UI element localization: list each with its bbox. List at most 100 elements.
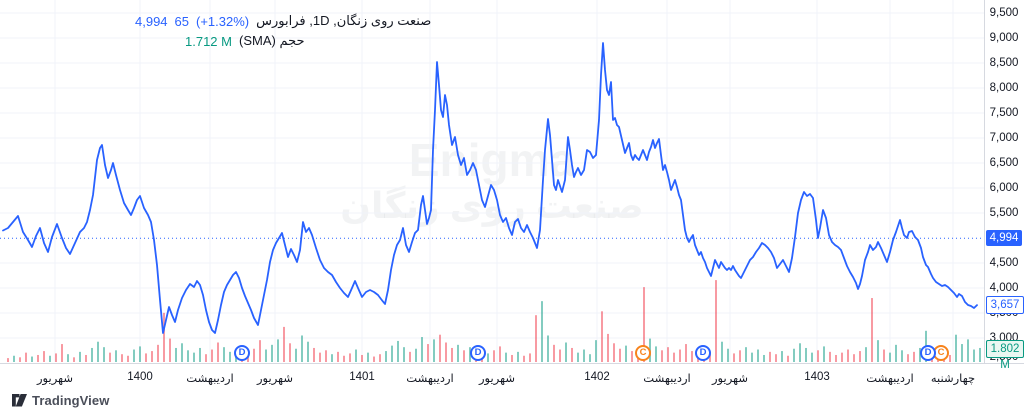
volume-bar <box>673 352 675 362</box>
volume-bar <box>751 352 753 362</box>
close-price-badge: 3,657 <box>986 296 1024 315</box>
volume-bar <box>829 351 831 362</box>
volume-bar <box>775 354 777 362</box>
time-axis[interactable]: شهریور 1400 اردیبهشت شهریور 1401 اردیبهشت شهری… <box>0 363 1024 419</box>
volume-badge: 1.802 M <box>986 340 1024 371</box>
volume-bar <box>139 346 141 362</box>
volume-bar <box>835 354 837 362</box>
volume-bar <box>55 353 57 362</box>
tradingview-logo-text: TradingView <box>32 393 110 408</box>
volume-bar <box>127 355 129 362</box>
price-change-value: 65 <box>174 13 190 29</box>
tradingview-logo[interactable]: TradingView <box>12 393 109 408</box>
volume-bar <box>145 353 147 362</box>
volume-bar <box>181 343 183 362</box>
volume-bar <box>517 351 519 362</box>
event-marker-C[interactable]: C <box>635 345 651 361</box>
volume-legend-row[interactable]: 1.712 M حجم (SMA) <box>185 33 305 49</box>
volume-bar <box>67 354 69 362</box>
volume-bar <box>361 354 363 362</box>
price-axis-label: 7,500 <box>989 107 1019 119</box>
volume-bar <box>457 344 459 362</box>
volume-bar <box>889 352 891 362</box>
volume-bar <box>271 344 273 362</box>
volume-bar <box>109 352 111 362</box>
last-price-badge: 4,994 <box>986 230 1022 247</box>
volume-bar <box>301 335 303 362</box>
volume-bar <box>217 342 219 362</box>
time-axis-label: شهریور <box>479 373 515 385</box>
volume-bar <box>199 347 201 362</box>
volume-bar <box>589 354 591 362</box>
volume-bar <box>583 349 585 362</box>
volume-bar <box>487 353 489 362</box>
volume-bar <box>319 352 321 362</box>
event-marker-D[interactable]: D <box>470 345 486 361</box>
volume-bar <box>709 351 711 362</box>
price-axis-label: 4,000 <box>989 282 1019 294</box>
time-axis-label: 1403 <box>804 371 830 383</box>
tradingview-logo-icon <box>12 394 27 407</box>
volume-bar <box>973 349 975 362</box>
volume-bar <box>25 352 27 362</box>
volume-bar <box>535 315 537 362</box>
volume-bar <box>31 356 33 362</box>
volume-bar <box>727 348 729 362</box>
volume-bar <box>73 357 75 362</box>
time-axis-label: اردیبهشت <box>406 373 454 385</box>
volume-bar <box>853 354 855 362</box>
volume-bar <box>961 344 963 362</box>
volume-bar <box>781 351 783 362</box>
symbol-title: صنعت روی زنگان, 1D, فرابورس <box>256 13 432 28</box>
event-marker-D[interactable]: D <box>920 345 936 361</box>
volume-bar <box>433 339 435 362</box>
price-change-percent: (+1.32%) <box>196 13 250 29</box>
price-axis-label: 6,000 <box>989 182 1019 194</box>
volume-bar <box>445 342 447 362</box>
volume-bar <box>265 349 267 362</box>
price-axis[interactable]: 9,500 9,000 8,500 8,000 7,500 7,000 6,500 6,000… <box>984 0 1024 363</box>
volume-bar <box>511 354 513 362</box>
volume-bar <box>799 343 801 362</box>
volume-bar <box>685 344 687 362</box>
volume-bar <box>691 351 693 362</box>
volume-bar <box>343 355 345 362</box>
volume-bar <box>151 351 153 362</box>
volume-bar <box>619 348 621 362</box>
volume-bar <box>859 351 861 362</box>
volume-bar <box>607 333 609 362</box>
volume-bar <box>121 354 123 362</box>
time-axis-label: شهریور <box>257 373 293 385</box>
volume-bar <box>421 337 423 362</box>
volume-indicator-label: حجم (SMA) <box>238 33 305 48</box>
volume-bar <box>253 348 255 362</box>
volume-bar <box>427 344 429 362</box>
volume-bar <box>7 358 9 362</box>
volume-bar <box>577 352 579 362</box>
volume-bar <box>19 357 21 362</box>
volume-bar <box>841 352 843 362</box>
volume-bar <box>373 356 375 362</box>
volume-bar <box>547 335 549 362</box>
volume-bar <box>883 349 885 362</box>
volume-bar <box>97 341 99 362</box>
volume-bar <box>13 355 15 362</box>
volume-bar <box>211 349 213 362</box>
volume-bar <box>955 334 957 362</box>
volume-bar <box>763 354 765 362</box>
volume-bar <box>331 354 333 362</box>
volume-bar <box>313 347 315 362</box>
volume-bar <box>103 347 105 362</box>
volume-bar <box>595 340 597 362</box>
price-line-series <box>2 42 978 334</box>
volume-bar <box>823 346 825 362</box>
symbol-legend-row[interactable]: 4,994 65 (+1.32%) صنعت روی زنگان, 1D, فر… <box>135 13 431 29</box>
price-axis-label: 4,500 <box>989 257 1019 269</box>
volume-bar <box>367 352 369 362</box>
event-marker-D[interactable]: D <box>234 345 250 361</box>
volume-bar <box>529 353 531 362</box>
event-marker-D[interactable]: D <box>695 345 711 361</box>
price-axis-label: 9,000 <box>989 32 1019 44</box>
